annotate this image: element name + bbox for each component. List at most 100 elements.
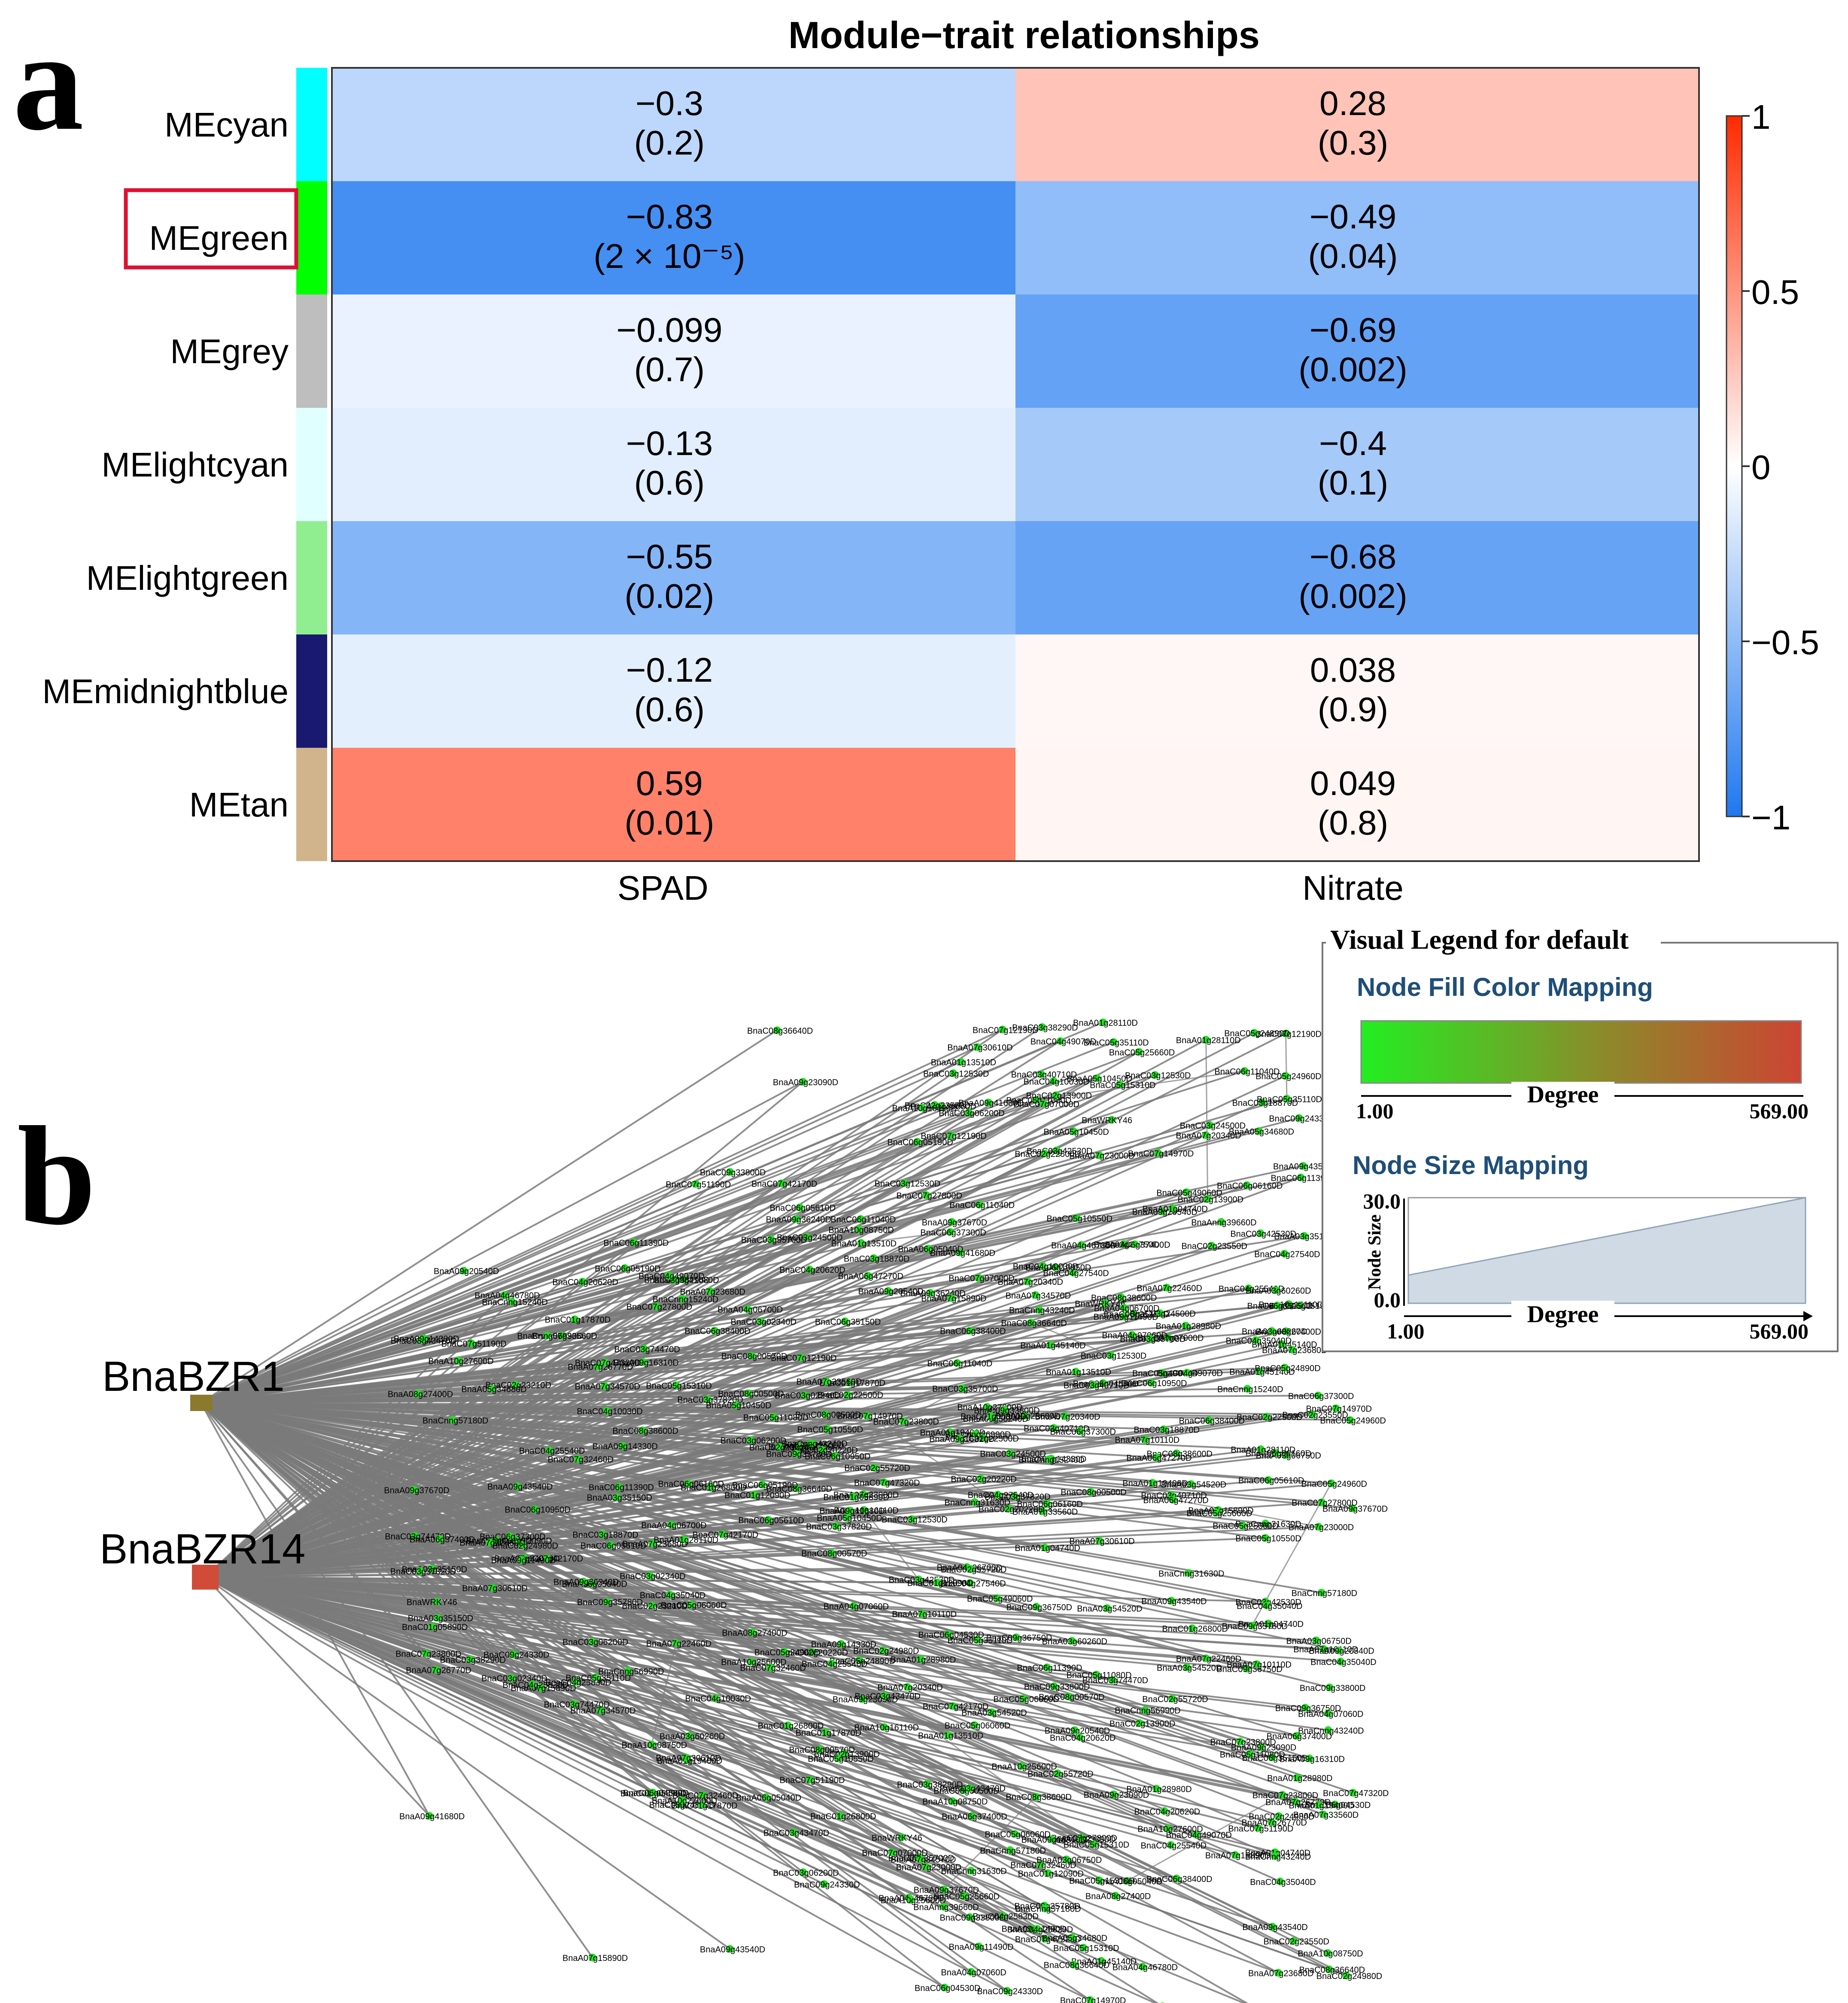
gene-node (1041, 1935, 1049, 1943)
gene-node (1069, 1269, 1077, 1277)
gene-node (757, 1317, 765, 1326)
colorbar-ticks: 1 0.5 0 −0.5 −1 (1742, 98, 1819, 837)
gene-label: BnaC03g06200D (939, 1109, 1004, 1118)
gene-node (640, 1344, 648, 1353)
cell-pvalue: (0.6) (634, 464, 705, 502)
gene-label: BnaC07g23800D (1252, 1791, 1318, 1800)
gene-node (744, 1389, 752, 1397)
gene-label: BnaC02g20220D (792, 1446, 857, 1455)
heatmap: MEcyan −0.3(0.2) 0.28(0.3) MEgreen −0.83(2 ×… (42, 67, 1700, 907)
gene-node (1256, 1229, 1264, 1237)
hub-label: BnaBZR1 (102, 1353, 285, 1400)
gene-node (1138, 1963, 1146, 1971)
gene-node (836, 1812, 845, 1820)
gene-node (751, 1490, 759, 1499)
gene-node (870, 1254, 878, 1262)
gene-label: BnaC03g38290D (1012, 1023, 1078, 1033)
gene-node (487, 1385, 495, 1393)
gene-node (1236, 1737, 1244, 1745)
gene-label: BnaC08g36640D (766, 1484, 832, 1494)
gene-node (707, 1483, 715, 1491)
gene-node (1325, 1683, 1334, 1691)
gene-label: BnaA04g06700D (1094, 1304, 1159, 1313)
colorbar-tick-label: −0.5 (1751, 623, 1819, 662)
gene-label: BnaA09g41680D (958, 1099, 1024, 1108)
gene-node (680, 1275, 688, 1284)
gene-node (543, 1554, 551, 1562)
gene-node (1167, 1841, 1175, 1849)
network-edge (201, 1402, 440, 1540)
gene-label: BnaC03g12530D (881, 1515, 947, 1525)
gene-label: BnaA09g41680D (819, 1507, 884, 1516)
gene-node (1275, 1812, 1283, 1820)
network-edge (1036, 1070, 1245, 1101)
gene-node (743, 1305, 751, 1313)
gene-node (880, 1723, 888, 1731)
gene-label: BnaC09g36750D (1275, 1704, 1341, 1713)
cell-value: −0.49 (1310, 197, 1396, 236)
row-label: MElightcyan (101, 446, 289, 484)
gene-node (596, 1706, 605, 1714)
gene-label: BnaC02g24980D (492, 1541, 558, 1551)
gene-label: BnaA09g16310D (1021, 1835, 1086, 1845)
gene-label: BnaA07g10110D (1115, 1435, 1179, 1445)
gene-label: BnaA07g15890D (921, 1294, 986, 1304)
cell-value: −0.12 (626, 651, 713, 689)
gene-node (766, 1663, 774, 1672)
gene-label: BnaC07g07000D (1138, 1334, 1204, 1343)
gene-node (1301, 1703, 1309, 1712)
gene-node (1049, 1077, 1058, 1085)
gene-label: BnaC04g20620D (779, 1266, 845, 1275)
gene-node (652, 1302, 660, 1311)
gene-node (1255, 1367, 1264, 1375)
size-y-min-label: 0.0 (1374, 1288, 1401, 1312)
gene-node (1119, 1312, 1128, 1320)
network-edge (205, 1576, 1276, 1857)
gene-label: BnaC06g05610D (581, 1541, 646, 1551)
network-edge (205, 1458, 578, 1578)
gene-label: BnaA05g34680D (494, 1554, 559, 1563)
gene-label: BnaC06g38400D (1179, 1417, 1245, 1426)
gene-node (1278, 1340, 1286, 1348)
network-edge (201, 1198, 1208, 1404)
gene-label: BnaA09g16310D (1280, 1754, 1345, 1764)
gene-node (680, 1536, 688, 1544)
gene-label: BnaA03g54520D (961, 1709, 1027, 1718)
gene-node (508, 1298, 516, 1306)
gene-label: BnaAnng39660D (911, 1102, 976, 1112)
gene-node (1106, 1351, 1115, 1359)
network-edge (201, 1402, 1269, 1481)
gene-label: BnaA01g28110D (1231, 1445, 1295, 1455)
gene-label: BnaA10g08750D (622, 1741, 687, 1750)
gene-label: BnaC04g27540D (968, 1491, 1033, 1500)
gene-node (1324, 1949, 1332, 1957)
gene-node (422, 1649, 430, 1657)
gene-node (946, 1228, 954, 1236)
network-edge (201, 1402, 820, 1750)
network-edge (201, 1402, 884, 1484)
gene-node (454, 1357, 462, 1365)
gene-node (638, 1426, 647, 1434)
gene-node (821, 1410, 830, 1418)
gene-node (1271, 1449, 1280, 1457)
gene-label: BnaC03g35700D (1120, 1335, 1185, 1344)
gene-label: BnaC03g43470D (855, 1692, 921, 1701)
gene-node (1089, 1840, 1097, 1848)
gene-node (1207, 1241, 1216, 1250)
gene-node (508, 1674, 516, 1682)
gene-node (1027, 1924, 1036, 1932)
gene-label: BnaC03g06200D (720, 1436, 786, 1446)
network-edge (201, 1402, 1266, 1539)
gene-label: BnaA07g33560D (1012, 1508, 1078, 1517)
gene-label: BnaC08g38600D (612, 1426, 678, 1436)
cell-pvalue: (0.7) (634, 350, 705, 388)
gene-label: BnaA07g23680D (680, 1287, 745, 1297)
cell-value: 0.28 (1319, 84, 1386, 122)
gene-label: BnaC03g37820D (806, 1522, 872, 1532)
network-edge (205, 1290, 889, 1578)
gene-label: BnaC03g43470D (763, 1829, 829, 1838)
gene-label: BnaC02g13900D (1178, 1195, 1243, 1205)
network-edge (201, 1402, 1097, 1675)
gene-node (648, 1539, 657, 1548)
network-edge (201, 1134, 1206, 1404)
